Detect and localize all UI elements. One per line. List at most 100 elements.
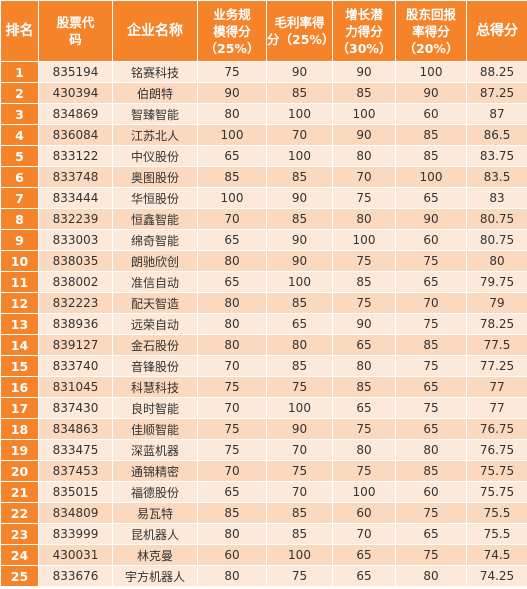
table-row: 7 833444 华恒股份 100 90 75 65 83 [0, 187, 527, 209]
cell-rank: 9 [0, 229, 39, 251]
cell-rank: 12 [0, 292, 39, 314]
cell-growth: 65 [332, 334, 396, 356]
cell-code: 835194 [38, 61, 113, 83]
cell-growth: 70 [332, 166, 396, 188]
cell-margin: 90 [266, 187, 333, 209]
table-row: 4 836084 江苏北人 100 70 90 85 86.5 [0, 124, 527, 146]
cell-code: 833444 [38, 187, 113, 209]
cell-return: 75 [395, 355, 467, 377]
cell-rank: 4 [0, 124, 39, 146]
cell-margin: 70 [266, 124, 333, 146]
cell-total: 83.5 [466, 166, 527, 188]
cell-growth: 80 [332, 439, 396, 461]
cell-code: 833748 [38, 166, 113, 188]
cell-business: 60 [197, 544, 267, 566]
table-row: 22 834809 易瓦特 85 85 60 75 75.5 [0, 502, 527, 524]
col-header-growth-line: 增长潜 [345, 6, 383, 22]
table-row: 18 834863 佳顺智能 75 90 75 65 76.75 [0, 418, 527, 440]
cell-business: 70 [197, 208, 267, 230]
cell-total: 77 [466, 376, 527, 398]
cell-business: 85 [197, 166, 267, 188]
cell-name: 铭赛科技 [112, 61, 198, 83]
col-header-return: 股东回报 率得分 （20%） [395, 0, 467, 62]
table-row: 14 839127 金石股份 80 80 65 85 77.5 [0, 334, 527, 356]
cell-business: 80 [197, 103, 267, 125]
cell-name: 音锋股份 [112, 355, 198, 377]
table-row: 15 833740 音锋股份 70 85 80 75 77.25 [0, 355, 527, 377]
cell-growth: 65 [332, 397, 396, 419]
col-header-growth: 增长潜 力得分 （30%） [332, 0, 396, 62]
cell-return: 90 [395, 82, 467, 104]
cell-rank: 20 [0, 460, 39, 482]
table-row: 3 834869 智臻智能 80 100 100 60 87 [0, 103, 527, 125]
cell-rank: 24 [0, 544, 39, 566]
cell-rank: 11 [0, 271, 39, 293]
cell-rank: 7 [0, 187, 39, 209]
cell-code: 834869 [38, 103, 113, 125]
cell-growth: 75 [332, 460, 396, 482]
cell-growth: 75 [332, 250, 396, 272]
cell-name: 朗驰欣创 [112, 250, 198, 272]
cell-code: 837430 [38, 397, 113, 419]
cell-total: 88.25 [466, 61, 527, 83]
cell-name: 福德股份 [112, 481, 198, 503]
table-row: 16 831045 科慧科技 75 75 85 65 77 [0, 376, 527, 398]
cell-business: 90 [197, 82, 267, 104]
table-row: 23 833999 昆机器人 80 85 70 65 75.5 [0, 523, 527, 545]
table-row: 24 430031 林克曼 60 100 65 75 74.5 [0, 544, 527, 566]
cell-growth: 100 [332, 229, 396, 251]
cell-name: 准信自动 [112, 271, 198, 293]
cell-growth: 80 [332, 355, 396, 377]
cell-growth: 70 [332, 523, 396, 545]
cell-total: 76.75 [466, 439, 527, 461]
cell-code: 430031 [38, 544, 113, 566]
cell-total: 77 [466, 397, 527, 419]
cell-margin: 65 [266, 313, 333, 335]
table-row: 6 833748 奥图股份 85 85 70 100 83.5 [0, 166, 527, 188]
cell-name: 佳顺智能 [112, 418, 198, 440]
cell-return: 90 [395, 208, 467, 230]
cell-total: 75.75 [466, 481, 527, 503]
cell-margin: 85 [266, 292, 333, 314]
cell-total: 74.5 [466, 544, 527, 566]
col-header-business-line: 业务规 [213, 6, 251, 22]
cell-rank: 22 [0, 502, 39, 524]
cell-growth: 85 [332, 376, 396, 398]
cell-name: 金石股份 [112, 334, 198, 356]
col-header-business: 业务规 模得分 （25%） [197, 0, 267, 62]
cell-total: 79 [466, 292, 527, 314]
cell-return: 70 [395, 292, 467, 314]
cell-total: 79.75 [466, 271, 527, 293]
cell-name: 林克曼 [112, 544, 198, 566]
cell-return: 65 [395, 376, 467, 398]
cell-business: 75 [197, 439, 267, 461]
cell-growth: 100 [332, 103, 396, 125]
cell-business: 75 [197, 418, 267, 440]
cell-margin: 75 [266, 460, 333, 482]
cell-margin: 100 [266, 544, 333, 566]
cell-name: 远荣自动 [112, 313, 198, 335]
cell-rank: 2 [0, 82, 39, 104]
cell-return: 60 [395, 481, 467, 503]
cell-name: 良时智能 [112, 397, 198, 419]
cell-code: 832223 [38, 292, 113, 314]
col-header-margin-line: 毛利率得 [274, 15, 325, 30]
cell-total: 80.75 [466, 229, 527, 251]
cell-code: 833475 [38, 439, 113, 461]
table-row: 19 833475 深蓝机器 75 70 80 80 76.75 [0, 439, 527, 461]
cell-name: 配天智造 [112, 292, 198, 314]
table-row: 11 838002 准信自动 65 100 85 65 79.75 [0, 271, 527, 293]
cell-margin: 90 [266, 250, 333, 272]
col-header-growth-line: （30%） [336, 40, 392, 56]
cell-name: 科慧科技 [112, 376, 198, 398]
cell-name: 中仪股份 [112, 145, 198, 167]
cell-total: 83 [466, 187, 527, 209]
cell-name: 昆机器人 [112, 523, 198, 545]
col-header-rank: 排名 [0, 0, 39, 62]
cell-name: 华恒股份 [112, 187, 198, 209]
table-row: 17 837430 良时智能 70 100 65 75 77 [0, 397, 527, 419]
col-header-growth-line: 力得分 [345, 23, 383, 39]
cell-name: 绵奇智能 [112, 229, 198, 251]
cell-business: 80 [197, 292, 267, 314]
